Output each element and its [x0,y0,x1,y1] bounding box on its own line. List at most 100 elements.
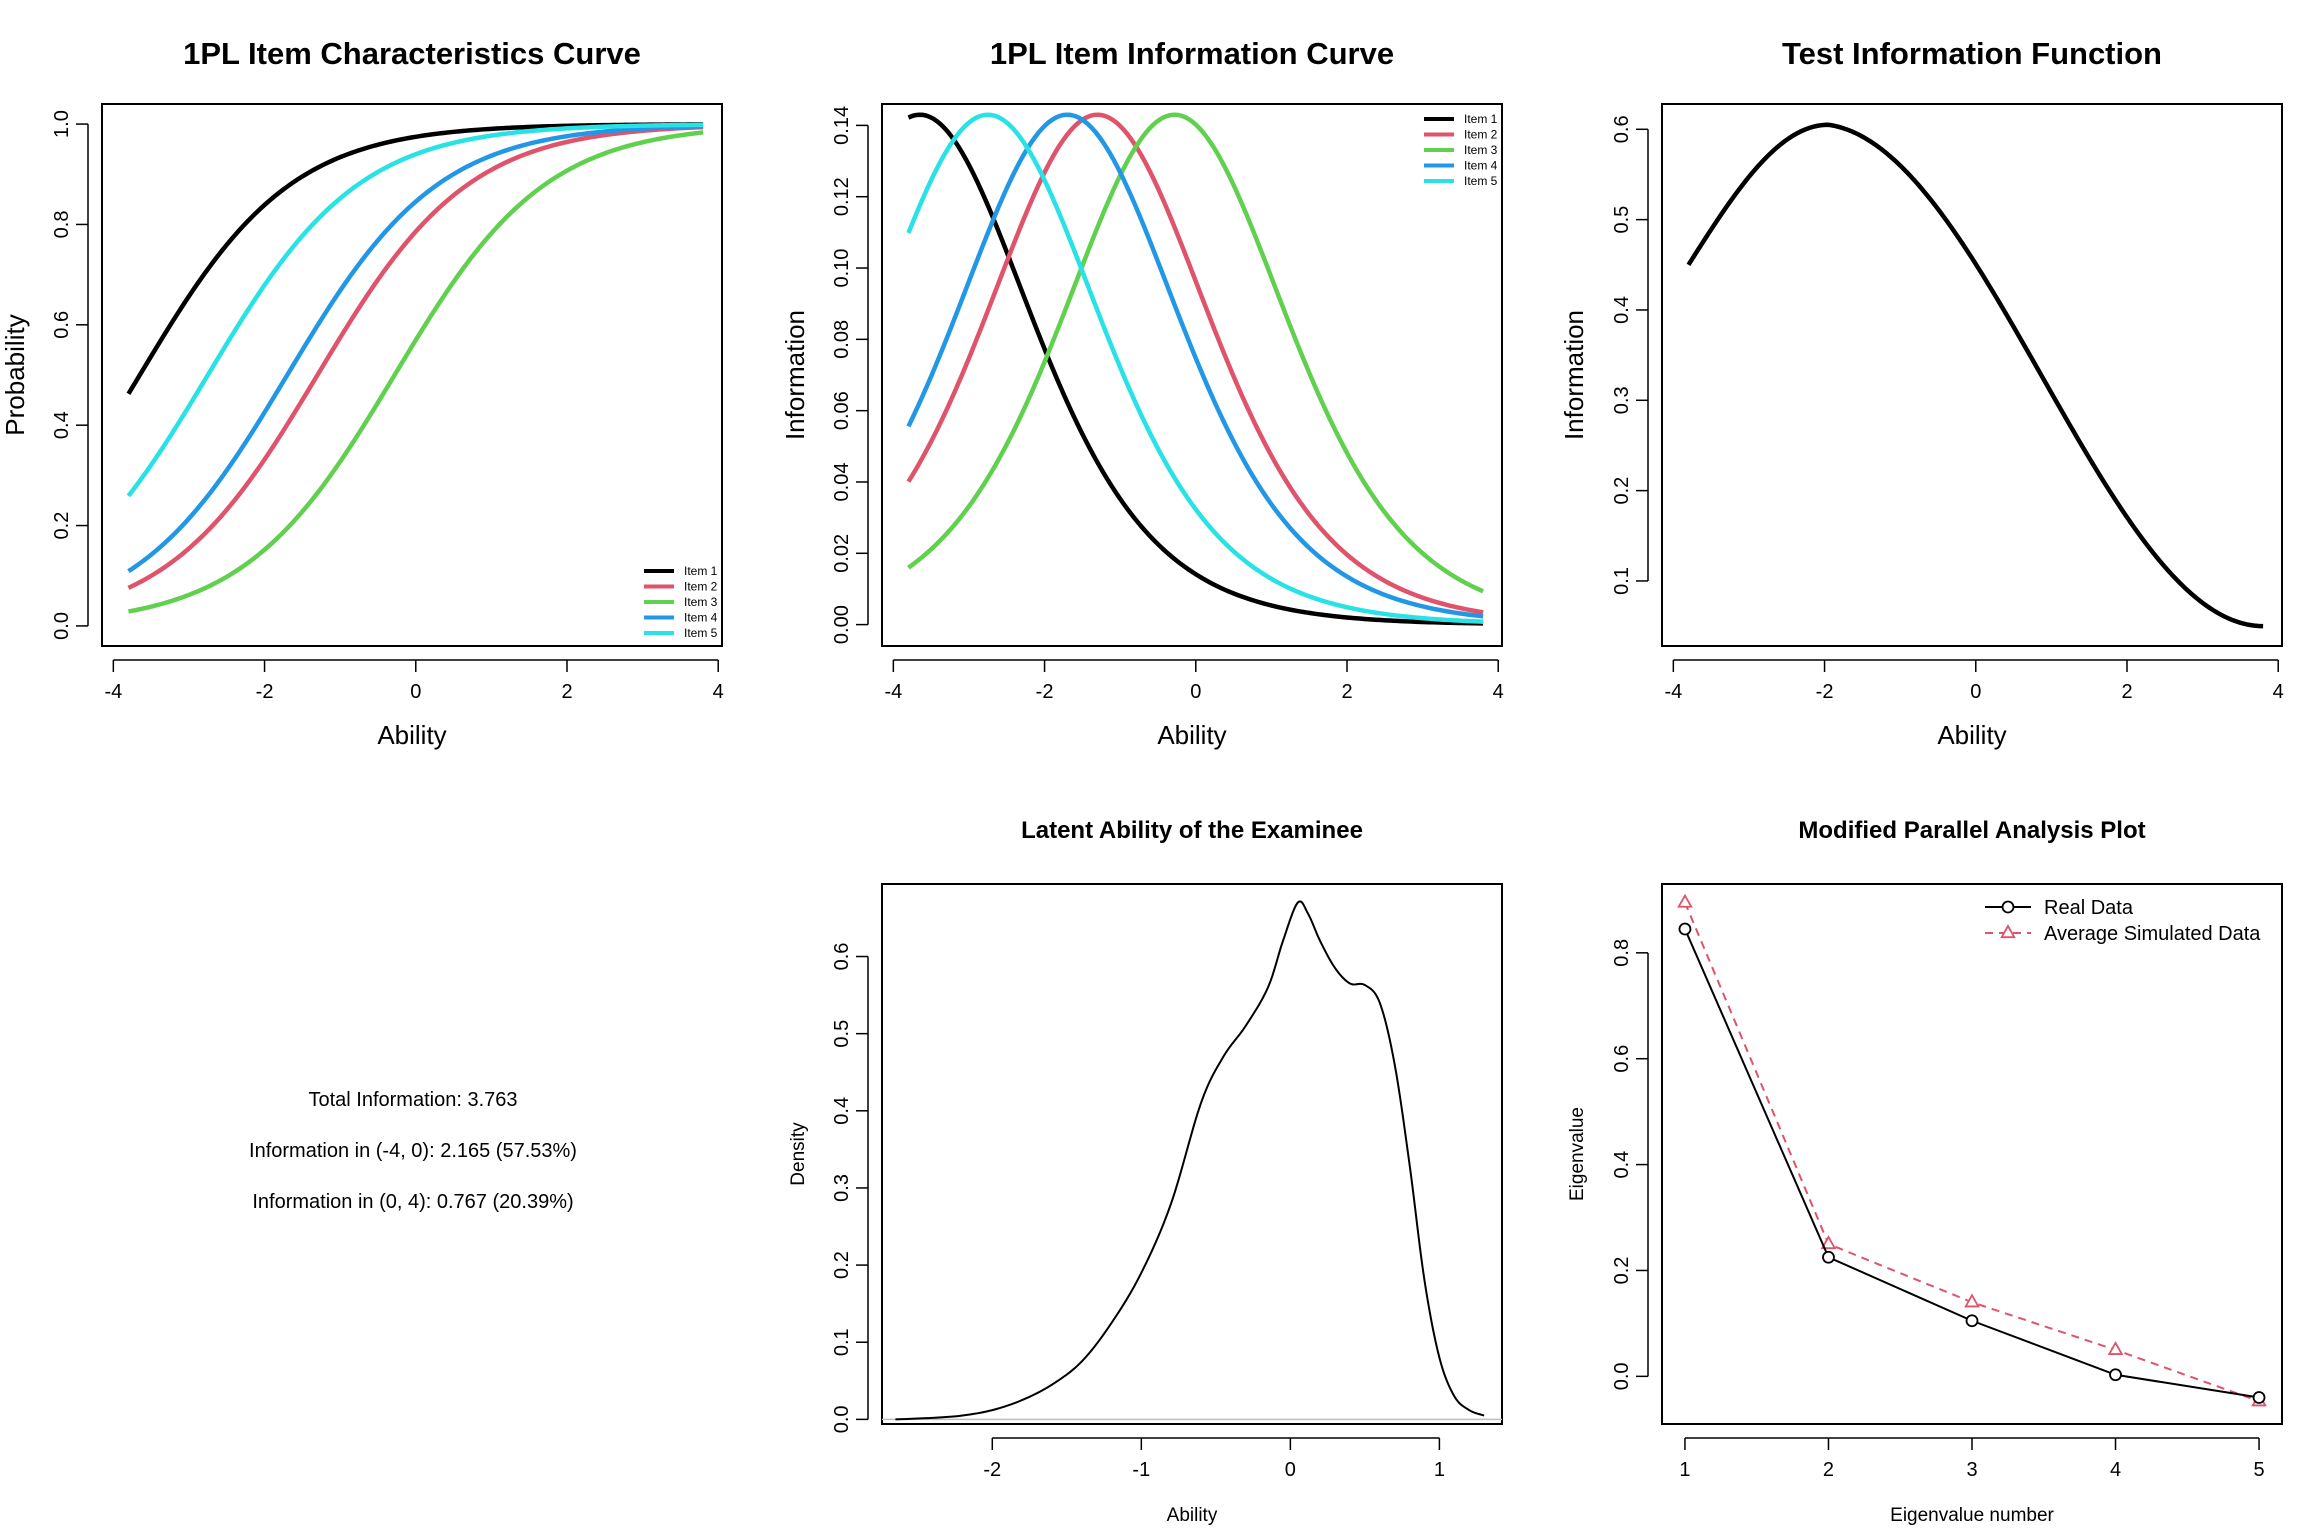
plot-frame [1661,103,2283,647]
series-line-density [895,900,1485,1421]
x-tick-label: -2 [1816,681,1834,703]
y-tick-label: 0.2 [1611,1257,1633,1285]
legend-label-item-4: Item 4 [1464,159,1498,173]
y-tick-label: 0.1 [831,1328,853,1356]
y-tick-label: 0.6 [831,943,853,971]
y-tick-label: 1.0 [51,110,73,138]
y-axis-label: Information [780,310,810,440]
y-tick-label: 0.02 [831,534,853,573]
y-tick-label: 0.08 [831,320,853,359]
y-tick-label: 0.10 [831,249,853,288]
y-tick-label: 0.04 [831,463,853,502]
y-tick-label: 0.8 [1611,939,1633,967]
simulated-point [1964,1293,1980,1308]
y-tick-label: 0.3 [1611,386,1633,414]
x-axis-label: Ability [1167,1505,1218,1526]
chart-title: Test Information Function [1782,36,2162,71]
chart-panel-5: Modified Parallel Analysis Plot 1 2 3 4 5 0.0 0… [1567,817,2283,1526]
legend-label-item-4: Item 4 [684,611,718,625]
chart-panel-4: Latent Ability of the Examinee -2 -1 0 1 0.0 0… [788,817,1503,1526]
x-tick-label: 2 [2121,681,2132,703]
x-tick-label: -2 [983,1459,1001,1481]
y-axis-label: Eigenvalue [1567,1107,1588,1201]
x-tick-label: 4 [713,681,724,703]
legend-marker-real [2001,900,2015,914]
chart-panel-3: Test Information Function -4 -2 0 2 4 0.1 0.2 0.… [1559,36,2284,750]
chart-title: 1PL Item Information Curve [990,36,1394,71]
series-line-item-4 [127,123,704,574]
info-panel: Total Information: 3.763 Information in … [249,1089,577,1213]
plot-frame [881,883,1503,1425]
legend-label-simulated: Average Simulated Data [2044,923,2261,945]
real-point [1678,922,1692,936]
y-tick-label: 0.5 [1611,206,1633,234]
information-negative-range-text: Information in (-4, 0): 2.165 (57.53%) [249,1140,577,1162]
x-axis-label: Eigenvalue number [1890,1505,2054,1526]
y-axis-label: Information [1559,310,1589,440]
real-point [2109,1368,2122,1382]
y-tick-label: 0.0 [1611,1362,1633,1390]
y-tick-label: 0.5 [831,1020,853,1048]
x-tick-label: 0 [410,681,421,703]
chart-panel-1: 1PL Item Characteristics Curve -4 -2 0 2 4 0.0… [0,36,724,750]
legend-label-item-2: Item 2 [1464,128,1498,142]
y-axis-label: Density [788,1122,809,1186]
y-tick-label: 0.4 [51,411,73,439]
x-tick-label: 0 [1190,681,1201,703]
y-tick-label: 0.3 [831,1174,853,1202]
y-tick-label: 0.4 [1611,1151,1633,1179]
x-tick-label: 4 [2273,681,2284,703]
x-tick-label: 5 [2253,1459,2264,1481]
chart-title: 1PL Item Characteristics Curve [183,36,641,71]
y-tick-label: 0.6 [1611,1045,1633,1073]
x-tick-label: 3 [1966,1459,1977,1481]
series-line-item-5 [126,122,704,498]
legend-label-item-2: Item 2 [684,580,718,594]
x-tick-label: -2 [1036,681,1054,703]
y-tick-label: 0.2 [1611,477,1633,505]
legend-label-item-3: Item 3 [1464,143,1498,157]
legend-label-item-1: Item 1 [1464,112,1498,126]
series-line-item-5 [906,112,1484,624]
y-tick-label: 0.14 [831,106,853,145]
y-tick-label: 0.2 [51,512,73,540]
x-tick-label: 1 [1434,1459,1445,1481]
y-tick-label: 0.4 [1611,296,1633,324]
legend-label-item-1: Item 1 [684,564,718,578]
y-tick-label: 0.8 [51,211,73,239]
series-line-real [1684,928,2260,1399]
x-tick-label: -4 [104,681,122,703]
y-tick-label: 0.06 [831,391,853,430]
x-tick-label: -1 [1132,1459,1150,1481]
series-line-item-2 [906,112,1484,615]
x-tick-label: 2 [1823,1459,1834,1481]
y-tick-label: 0.0 [51,612,73,640]
chart-panel-2: 1PL Item Information Curve -4 -2 0 2 4 0.00 0.0… [780,36,1504,750]
x-tick-label: 0 [1285,1459,1296,1481]
plot-frame [881,103,1503,647]
x-tick-label: 4 [2110,1459,2121,1481]
real-point [1965,1314,1979,1328]
series-line-item-2 [127,124,704,590]
chart-title: Modified Parallel Analysis Plot [1798,817,2145,844]
chart-title: Latent Ability of the Examinee [1021,817,1363,844]
series-line-item-1 [126,122,704,395]
series-line-item-3 [128,130,704,614]
information-positive-range-text: Information in (0, 4): 0.767 (20.39%) [252,1191,573,1213]
x-tick-label: 2 [1341,681,1352,703]
y-tick-label: 0.00 [831,605,853,644]
plot-frame [1661,883,2283,1425]
y-axis-label: Probability [0,314,30,435]
y-tick-label: 0.0 [831,1405,853,1433]
x-axis-label: Ability [377,720,446,750]
x-tick-label: -2 [256,681,274,703]
x-tick-label: 2 [561,681,572,703]
x-tick-label: 4 [1493,681,1504,703]
legend-label-item-5: Item 5 [1464,174,1498,188]
simulated-point [1677,893,1693,908]
total-information-text: Total Information: 3.763 [308,1089,517,1111]
y-tick-label: 0.4 [831,1097,853,1125]
x-tick-label: -4 [884,681,902,703]
legend-label-item-5: Item 5 [684,626,718,640]
